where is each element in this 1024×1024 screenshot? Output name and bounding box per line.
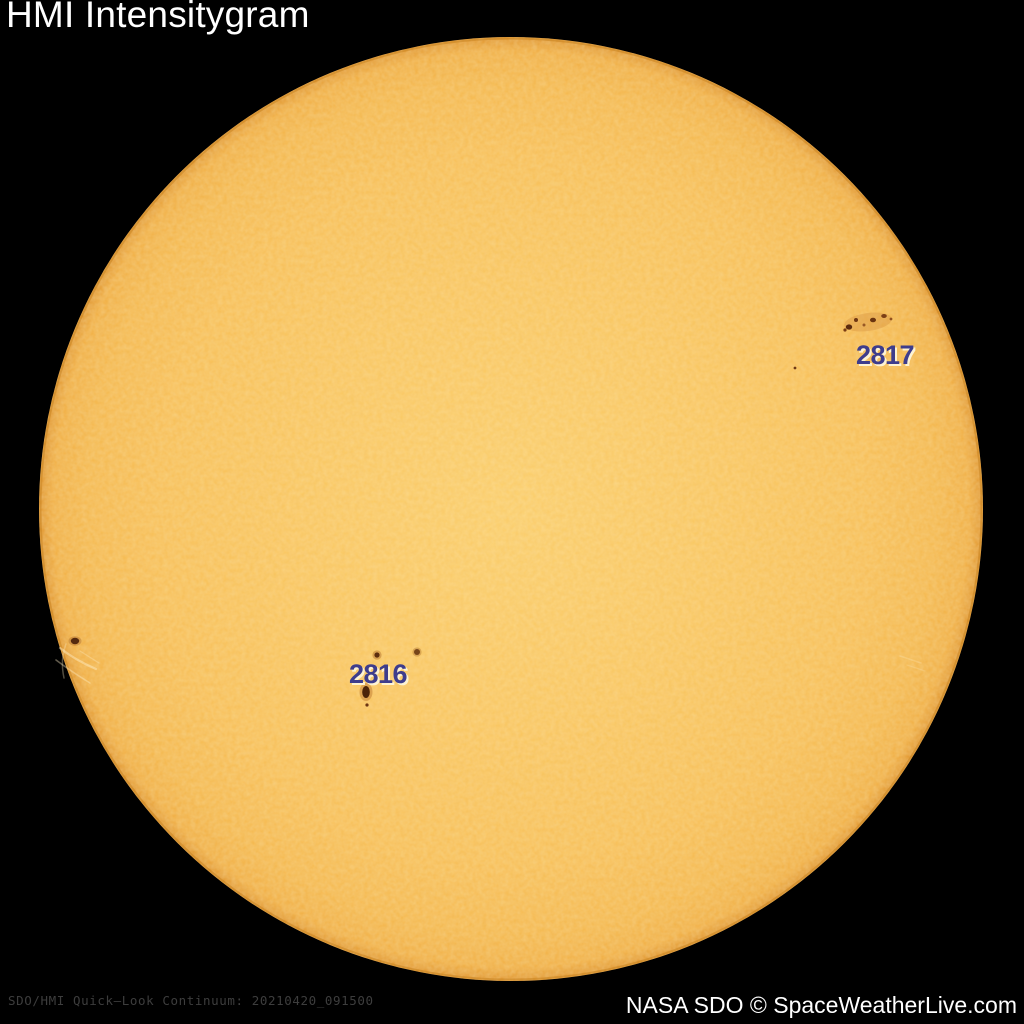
page-title: HMI Intensitygram <box>6 0 310 35</box>
sunspot-group-2817 <box>843 312 893 332</box>
sunspot-group-2816 <box>359 647 422 707</box>
limb-rim <box>39 37 983 981</box>
sunspot-pore <box>793 366 797 370</box>
faculae-right-limb <box>899 655 926 672</box>
sunspot-left-limb <box>68 636 82 646</box>
faculae-left-limb <box>55 643 100 684</box>
active-region-label-2817: 2817 <box>856 340 915 370</box>
credit-text: NASA SDO © SpaceWeatherLive.com <box>625 992 1017 1018</box>
active-region-label-2816: 2816 <box>349 659 408 689</box>
image-caption: SDO/HMI Quick—Look Continuum: 20210420_0… <box>8 993 374 1008</box>
